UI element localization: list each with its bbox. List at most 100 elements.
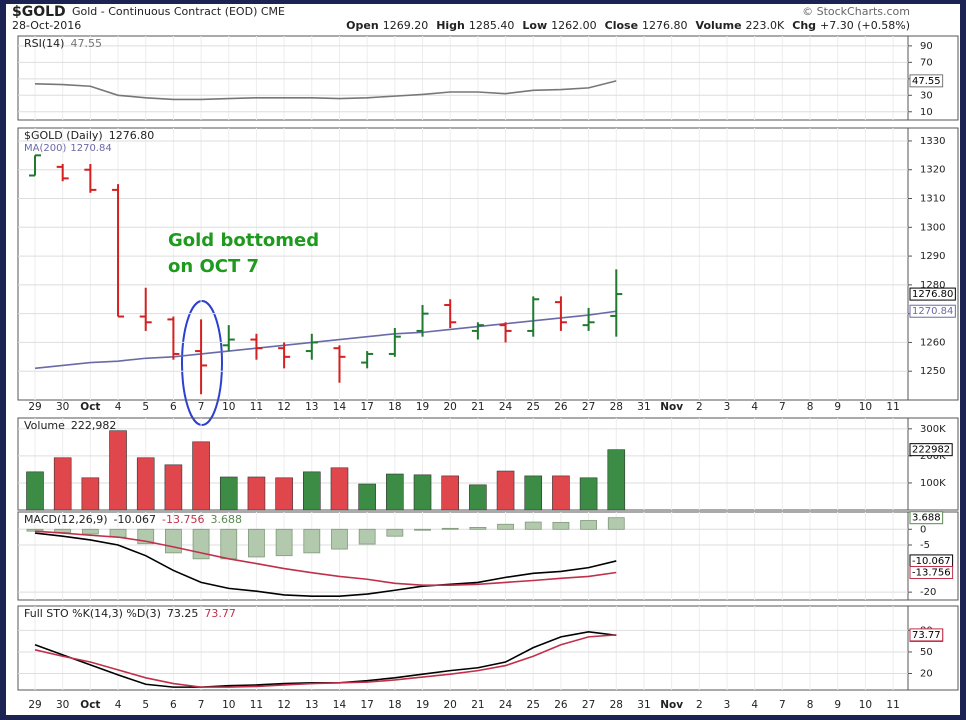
volume-bar — [441, 475, 460, 511]
x-tick-label: 24 — [499, 699, 513, 711]
volume-bar — [496, 470, 515, 511]
x-tick-label: 6 — [170, 401, 177, 413]
value-box-label: 222982 — [912, 445, 950, 456]
x-tick-label: 27 — [582, 699, 595, 711]
legend-value: 222,982 — [71, 419, 117, 432]
x-tick-label: 25 — [527, 699, 540, 711]
legend-value: 73.77 — [204, 607, 236, 620]
annotation: Gold bottomed — [168, 230, 319, 251]
x-tick-label: 10 — [222, 401, 235, 413]
y-tick-label: 30 — [920, 90, 933, 101]
x-tick-label: 10 — [222, 699, 235, 711]
quote: Open 1269.20 High 1285.40 Low 1262.00 Close 127… — [346, 19, 910, 32]
histogram-bar — [275, 528, 293, 557]
legend-value: 1276.80 — [109, 129, 155, 142]
legend: Full STO %K(14,3) %D(3) 73.25 73.77 — [24, 607, 236, 620]
series-line — [34, 310, 617, 370]
histogram-bar — [303, 528, 321, 554]
y-tick-label: 1300 — [920, 222, 945, 233]
value-box — [909, 287, 956, 301]
value-box — [909, 304, 956, 318]
x-tick-label: 19 — [416, 699, 429, 711]
y-tick-label: -5 — [920, 540, 930, 551]
x-tick-label: 14 — [333, 699, 347, 711]
x-tick-label: 6 — [170, 699, 177, 711]
y-tick-label: 1290 — [920, 251, 945, 262]
histogram-bar — [607, 517, 625, 530]
y-tick-label: 10 — [920, 107, 933, 118]
value-box — [909, 443, 953, 457]
legend-value: -13.756 — [162, 513, 204, 526]
x-tick-label: 17 — [360, 699, 373, 711]
x-tick-label: 4 — [115, 699, 122, 711]
volume-bar — [109, 430, 127, 511]
x-tick-label: 10 — [859, 699, 872, 711]
volume-bar — [330, 467, 349, 511]
legend-name: Full STO %K(14,3) %D(3) — [24, 607, 161, 620]
x-tick-label: 21 — [471, 401, 484, 413]
value-box-label: 3.688 — [912, 513, 941, 524]
instrument-name: Gold - Continuous Contract (EOD) CME — [72, 5, 285, 18]
y-tick-label: -20 — [920, 587, 936, 598]
x-tick-label: 10 — [859, 401, 872, 413]
y-tick-label: 20 — [920, 668, 933, 679]
series-line — [34, 532, 617, 598]
histogram-bar — [331, 528, 348, 550]
y-tick-label: 70 — [920, 57, 933, 68]
x-tick-label: 30 — [56, 401, 69, 413]
volume-bar — [579, 477, 598, 511]
x-tick-label: 17 — [360, 401, 373, 413]
histogram-bar — [220, 528, 238, 560]
x-tick-label: 2 — [696, 401, 703, 413]
x-tick-label: 7 — [779, 401, 786, 413]
credit: © StockCharts.com — [802, 5, 910, 18]
legend-value: 1270.84 — [70, 143, 111, 154]
legend-name: RSI(14) — [24, 37, 64, 50]
histogram-bar — [524, 521, 542, 530]
histogram-bar — [580, 520, 597, 530]
x-tick-label: 7 — [198, 401, 205, 413]
histogram-bar — [497, 523, 514, 530]
x-tick-label: 3 — [724, 401, 731, 413]
x-tick-label: 12 — [277, 401, 290, 413]
x-tick-label: 5 — [142, 401, 149, 413]
x-tick-label: 26 — [554, 699, 568, 711]
annotation: on OCT 7 — [168, 256, 259, 277]
x-tick-label: 13 — [305, 401, 318, 413]
x-tick-label: 28 — [610, 401, 623, 413]
volume-bar — [524, 475, 543, 511]
y-tick-label: 0 — [920, 524, 926, 535]
legend-value: 3.688 — [210, 513, 242, 526]
symbol: $GOLD — [12, 4, 66, 20]
legend: MA(200) 1270.84 — [24, 143, 112, 154]
volume-bar — [81, 477, 100, 511]
value-box — [909, 511, 944, 525]
y-tick-label: 1330 — [920, 136, 945, 147]
value-box-label: 1276.80 — [912, 289, 953, 300]
y-tick-label: 200K — [920, 451, 946, 462]
value-box-label: -13.756 — [912, 568, 951, 579]
x-tick-label: Nov — [660, 401, 683, 413]
volume-bar — [413, 474, 432, 511]
x-tick-label: 30 — [56, 699, 69, 711]
histogram-bar — [552, 521, 570, 530]
x-tick-label: 8 — [807, 699, 814, 711]
x-tick-label: 4 — [115, 401, 122, 413]
histogram-bar — [441, 527, 459, 530]
x-tick-label: Oct — [80, 401, 100, 413]
quote-value: +7.30 (+0.58%) — [820, 19, 910, 32]
legend: Volume 222,982 — [24, 419, 116, 432]
volume-bar — [552, 475, 570, 511]
y-tick-label: 300K — [920, 424, 946, 435]
volume-bar — [164, 464, 183, 511]
x-tick-label: 11 — [250, 401, 263, 413]
x-tick-label: Nov — [660, 699, 683, 711]
quote-label: Volume — [696, 19, 742, 32]
quote-value: 1269.20 — [383, 19, 429, 32]
volume-bar — [247, 476, 266, 511]
x-tick-label: 31 — [637, 401, 650, 413]
legend-name: Volume — [24, 419, 65, 432]
x-tick-label: 13 — [305, 699, 318, 711]
volume-bar — [219, 476, 238, 511]
